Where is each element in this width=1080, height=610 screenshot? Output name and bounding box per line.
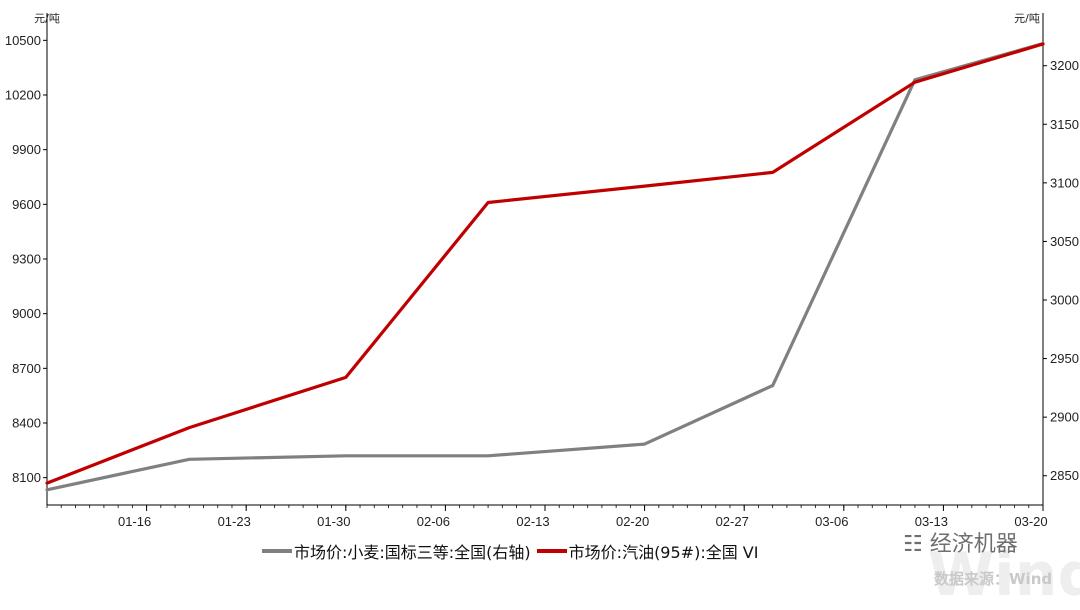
left-tick-label: 8100 — [12, 470, 41, 485]
x-tick-label: 03-13 — [915, 514, 948, 529]
left-tick-label: 8400 — [12, 416, 41, 431]
x-tick-label: 02-20 — [616, 514, 649, 529]
left-tick-label: 8700 — [12, 361, 41, 376]
right-tick-label: 3100 — [1050, 175, 1079, 190]
x-tick-label: 02-06 — [417, 514, 450, 529]
legend-item-gasoline: 市场价:汽油(95#):全国 VI — [531, 539, 759, 563]
x-tick-label: 01-16 — [118, 514, 151, 529]
left-tick-label: 10200 — [5, 88, 41, 103]
right-tick-label: 3000 — [1050, 293, 1079, 308]
x-tick-label: 02-27 — [716, 514, 749, 529]
watermark-brand: 经济机器 — [929, 532, 1018, 557]
legend-label-gasoline: 市场价:汽油(95#):全国 VI — [568, 543, 759, 562]
wechat-icon: ☷ — [903, 532, 923, 557]
legend-label-wheat: 市场价:小麦:国标三等:全国(右轴) — [294, 543, 531, 562]
watermark-logo: ☷ 经济机器 — [903, 526, 1018, 558]
chart-axes: 元/吨 元/吨 8100 8400 8700 9000 9300 9600 9900 10200 1… — [5, 12, 1079, 529]
left-unit-label: 元/吨 — [34, 12, 60, 25]
left-tick-label: 10500 — [5, 33, 41, 48]
legend-swatch-wheat — [262, 549, 292, 553]
x-tick-label: 03-20 — [1014, 514, 1047, 529]
watermark-source: 数据来源：Wind — [934, 570, 1053, 588]
x-tick-label: 03-06 — [815, 514, 848, 529]
series-line-gasoline — [45, 42, 1045, 485]
right-tick-label: 3200 — [1050, 58, 1079, 73]
chart-canvas: 元/吨 元/吨 8100 8400 8700 9000 9300 9600 9900 10200 1… — [5, 12, 1079, 529]
legend-swatch-gasoline — [536, 549, 567, 553]
left-tick-label: 9300 — [12, 252, 41, 267]
right-tick-label: 2950 — [1050, 351, 1079, 366]
x-tick-label: 02-13 — [516, 514, 549, 529]
left-tick-label: 9900 — [12, 142, 41, 157]
x-tick-label: 01-23 — [218, 514, 251, 529]
left-tick-label: 9000 — [12, 306, 41, 321]
x-tick-label: 01-30 — [317, 514, 350, 529]
series-line-wheat — [45, 41, 1045, 492]
right-tick-label: 2900 — [1050, 410, 1079, 425]
right-tick-label: 2850 — [1050, 468, 1079, 483]
legend-item-wheat: 市场价:小麦:国标三等:全国(右轴) — [262, 539, 531, 563]
right-tick-label: 3050 — [1050, 234, 1079, 249]
left-tick-label: 9600 — [12, 197, 41, 212]
right-unit-label: 元/吨 — [1014, 12, 1040, 25]
legend: 市场价:小麦:国标三等:全国(右轴) 市场价:汽油(95#):全国 VI — [262, 540, 758, 562]
right-tick-label: 3150 — [1050, 117, 1079, 132]
chart-series — [45, 41, 1045, 492]
